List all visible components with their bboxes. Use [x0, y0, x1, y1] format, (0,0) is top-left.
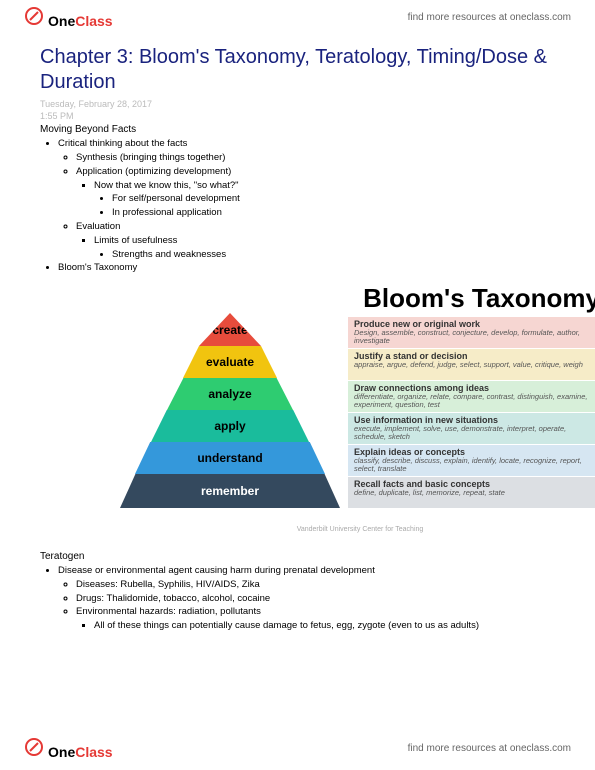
- document-content: Chapter 3: Bloom's Taxonomy, Teratology,…: [0, 35, 595, 633]
- find-resources-link[interactable]: find more resources at oneclass.com: [408, 12, 571, 23]
- desc-sub: define, duplicate, list, memorize, repea…: [354, 489, 594, 497]
- pyramid-desc-apply: Use information in new situationsexecute…: [348, 413, 595, 444]
- list-text: Environmental hazards: radiation, pollut…: [76, 606, 261, 617]
- list-item: Environmental hazards: radiation, pollut…: [76, 605, 555, 633]
- list-item: Diseases: Rubella, Syphilis, HIV/AIDS, Z…: [76, 578, 555, 592]
- pyramid-desc-evaluate: Justify a stand or decisionappraise, arg…: [348, 349, 595, 380]
- list-item: For self/personal development: [112, 192, 555, 206]
- figure-credit: Vanderbilt University Center for Teachin…: [297, 526, 424, 533]
- page-footer: OneClass find more resources at oneclass…: [0, 731, 595, 766]
- desc-sub: appraise, argue, defend, judge, select, …: [354, 361, 594, 369]
- list-item: Limits of usefulness Strengths and weakn…: [94, 234, 555, 262]
- pyramid-descriptions: Produce new or original workDesign, asse…: [348, 317, 595, 509]
- list-item: All of these things can potentially caus…: [94, 619, 555, 633]
- list-item: Application (optimizing development) Now…: [76, 165, 555, 220]
- brand-logo: OneClass: [24, 737, 113, 760]
- brand-text-class: Class: [75, 744, 112, 760]
- brand-text-class: Class: [75, 13, 112, 29]
- pyramid-desc-create: Produce new or original workDesign, asse…: [348, 317, 595, 348]
- pyramid-layer-understand: understand: [135, 442, 325, 474]
- logo-icon: [24, 737, 44, 757]
- list-text: Disease or environmental agent causing h…: [58, 565, 375, 576]
- list-text: Application (optimizing development): [76, 166, 231, 177]
- brand-text-one: One: [48, 13, 75, 29]
- pyramid-layer-apply: apply: [151, 410, 309, 442]
- meta-date: Tuesday, February 28, 2017: [40, 99, 555, 111]
- pyramid-layer-remember: remember: [120, 474, 340, 508]
- list-text: Critical thinking about the facts: [58, 138, 187, 149]
- list-item: Critical thinking about the facts Synthe…: [58, 137, 555, 261]
- notes-list: Critical thinking about the facts Synthe…: [40, 137, 555, 275]
- desc-sub: execute, implement, solve, use, demonstr…: [354, 425, 594, 442]
- section-heading: Moving Beyond Facts: [40, 124, 555, 135]
- logo-icon: [24, 6, 44, 26]
- notes-list: Disease or environmental agent causing h…: [40, 564, 555, 633]
- list-item: Evaluation Limits of usefulness Strength…: [76, 220, 555, 261]
- brand-text-one: One: [48, 744, 75, 760]
- chapter-title: Chapter 3: Bloom's Taxonomy, Teratology,…: [40, 45, 555, 95]
- desc-sub: differentiate, organize, relate, compare…: [354, 393, 594, 410]
- list-item: In professional application: [112, 206, 555, 220]
- list-text: Limits of usefulness: [94, 235, 177, 246]
- list-text: Evaluation: [76, 221, 120, 232]
- list-item: Strengths and weaknesses: [112, 248, 555, 262]
- list-item: Now that we know this, "so what?" For se…: [94, 179, 555, 220]
- pyramid-desc-understand: Explain ideas or conceptsclassify, descr…: [348, 445, 595, 476]
- pyramid-layer-analyze: analyze: [167, 378, 293, 410]
- list-item: Bloom's Taxonomy: [58, 261, 555, 275]
- meta-time: 1:55 PM: [40, 111, 555, 123]
- pyramid-layer-evaluate: evaluate: [183, 346, 277, 378]
- pyramid: createevaluateanalyzeapplyunderstandreme…: [120, 313, 340, 508]
- pyramid-desc-analyze: Draw connections among ideasdifferentiat…: [348, 381, 595, 412]
- pyramid-desc-remember: Recall facts and basic conceptsdefine, d…: [348, 477, 595, 508]
- pyramid-layer-create: create: [199, 313, 261, 346]
- list-text: Now that we know this, "so what?": [94, 180, 239, 191]
- section-heading: Teratogen: [40, 551, 555, 562]
- desc-sub: Design, assemble, construct, conjecture,…: [354, 329, 594, 346]
- find-resources-link[interactable]: find more resources at oneclass.com: [408, 743, 571, 754]
- figure-title: Bloom's Taxonomy: [363, 283, 595, 314]
- desc-sub: classify, describe, discuss, explain, id…: [354, 457, 594, 474]
- list-item: Disease or environmental agent causing h…: [58, 564, 555, 633]
- list-item: Drugs: Thalidomide, tobacco, alcohol, co…: [76, 592, 555, 606]
- blooms-taxonomy-figure: Bloom's Taxonomy createevaluateanalyzeap…: [120, 283, 595, 533]
- page-header: OneClass find more resources at oneclass…: [0, 0, 595, 35]
- brand-logo: OneClass: [24, 6, 113, 29]
- list-item: Synthesis (bringing things together): [76, 151, 555, 165]
